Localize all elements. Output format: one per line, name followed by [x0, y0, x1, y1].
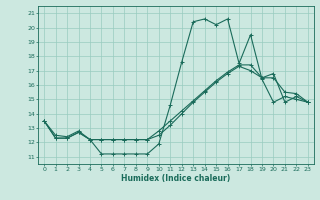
- X-axis label: Humidex (Indice chaleur): Humidex (Indice chaleur): [121, 174, 231, 183]
